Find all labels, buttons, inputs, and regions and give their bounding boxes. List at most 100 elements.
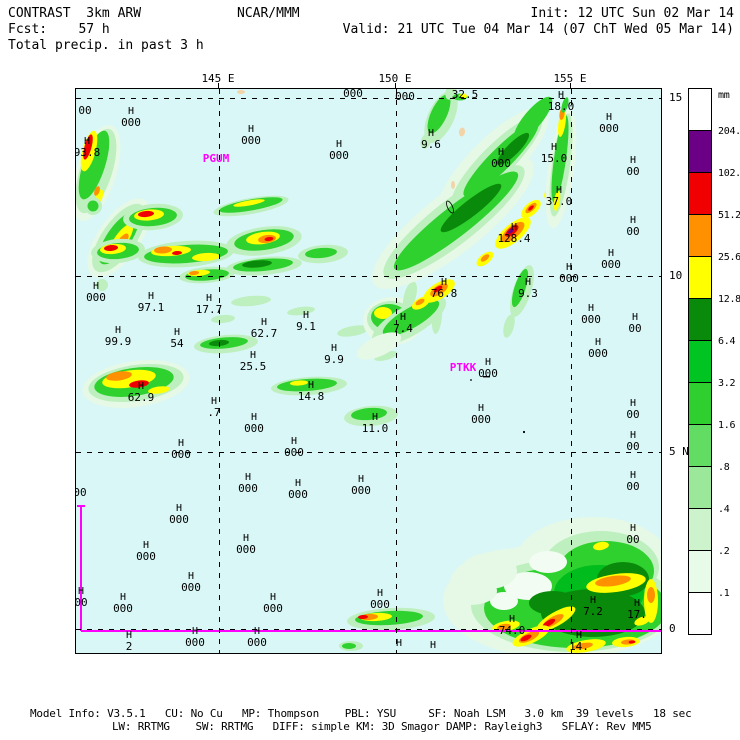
init-time: Init: 12 UTC Sun 02 Mar 14 [530, 6, 735, 21]
product-title: Total precip. in past 3 h [8, 38, 204, 53]
max-precip-value: 000 [238, 482, 258, 495]
max-precip-value: 9.6 [421, 138, 441, 151]
h-max-marker: H 93.8 [76, 137, 100, 159]
precip-blob [440, 183, 502, 233]
h-max-marker: H 000 [181, 572, 201, 594]
h-max-marker: H 97.1 [138, 292, 165, 314]
max-precip-value: 000 [113, 602, 133, 615]
precip-blob [351, 407, 387, 421]
h-max-marker: H 74.0 [499, 614, 526, 637]
h-max-marker: H 7.2 [583, 596, 603, 618]
precip-blob [106, 371, 132, 381]
h-symbol: H [244, 472, 252, 483]
precip-blob [513, 96, 553, 142]
h-max-marker: H 00 [626, 215, 640, 238]
h-symbol: H [191, 626, 199, 637]
h-symbol: H [605, 112, 613, 123]
longitude-label: 155 E [553, 72, 587, 85]
max-precip-value: 00 [626, 225, 640, 238]
precip-blob [342, 643, 356, 649]
h-symbol: H [629, 215, 637, 226]
max-precip-value: 000 [284, 446, 304, 459]
max-precip-value: 76.8 [430, 287, 458, 300]
precip-blob [211, 314, 235, 324]
legend-color-box [688, 298, 712, 341]
legend-threshold-label: .4 [718, 504, 730, 515]
longitude-gridline [396, 89, 397, 653]
latitude-label: 5 N [669, 445, 689, 458]
latitude-gridline [76, 276, 661, 277]
h-symbol: H [607, 248, 615, 259]
h-max-marker: H 000 [478, 358, 498, 380]
h-max-marker: H 000 [247, 627, 267, 649]
h-symbol: H [565, 262, 573, 273]
precip-blob [497, 623, 511, 631]
h-max-marker: 000 [343, 89, 363, 99]
h-symbol: H [335, 139, 343, 150]
h-symbol: H [175, 503, 183, 514]
precipitation-field [76, 89, 661, 653]
h-max-marker: H 76.8 [430, 278, 458, 300]
guam-island-outline [446, 200, 454, 214]
h-max-marker: H 17. [627, 598, 647, 621]
precip-blob [561, 97, 569, 113]
h-symbol: H [508, 614, 516, 625]
h-max-marker: H 14.8 [297, 381, 325, 403]
h-max-marker: H 000 [86, 282, 106, 304]
legend-color-box [688, 172, 712, 215]
h-max-marker: H 000 [113, 593, 133, 615]
max-precip-value: 000 [601, 258, 621, 271]
h-max-marker: H 9.6 [421, 129, 441, 151]
h-max-marker: H 15.0 [541, 143, 568, 165]
h-symbol: H [302, 310, 310, 321]
max-precip-value: 000 [288, 488, 308, 501]
h-max-marker: 32.5 [452, 89, 479, 100]
max-precip-value: 11.0 [361, 422, 389, 435]
longitude-label: 145 E [201, 72, 235, 85]
max-precip-value: 14.8 [297, 390, 325, 403]
max-precip-value: 17. [627, 608, 647, 621]
latitude-gridline [76, 98, 661, 99]
h-symbol: H [477, 403, 485, 414]
h-symbol: H [357, 474, 365, 485]
h-symbol: H [629, 155, 637, 166]
h-max-marker: H 99.9 [105, 326, 132, 348]
precip-blob [337, 325, 369, 337]
h-symbol: H [290, 436, 298, 447]
max-precip-value: 000 [185, 636, 205, 649]
h-symbol: H [524, 277, 532, 288]
h-symbol: H [127, 106, 135, 117]
precip-blob [87, 200, 99, 212]
max-precip-value: 000 [581, 313, 601, 326]
longitude-gridline [571, 89, 572, 653]
h-max-marker: H 000 [588, 338, 608, 360]
max-precip-value: 000 [244, 422, 264, 435]
h-symbol: H [633, 598, 641, 609]
h-max-marker: H 000 [284, 436, 304, 459]
h-symbol: H [242, 533, 250, 544]
precip-blob [542, 618, 556, 628]
precip-blob [415, 298, 425, 306]
legend-threshold-label: .2 [718, 546, 730, 557]
precip-blob [287, 306, 315, 316]
longitude-tick [218, 83, 219, 88]
precip-blob [154, 246, 172, 254]
h-max-marker: H 000 [121, 106, 141, 129]
model-info-line2: LW: RRTMG SW: RRTMG DIFF: simple KM: 3D … [112, 720, 652, 733]
h-symbol: H [269, 592, 277, 603]
longitude-label: 150 E [378, 72, 412, 85]
precip-blob [192, 252, 220, 262]
h-max-marker: H 00 [626, 524, 639, 546]
h-symbol: H [557, 90, 565, 101]
h-max-marker: H 000 [236, 533, 256, 556]
island-marks [237, 90, 526, 434]
h-max-marker: H 00 [628, 313, 641, 335]
max-precip-value: 000 [599, 122, 619, 135]
h-max-marker: H .7 [207, 397, 220, 419]
precip-blob [277, 378, 337, 392]
h-symbol: H [247, 124, 255, 135]
h-symbol: H [294, 478, 302, 489]
h-max-marker: H 18.0 [548, 90, 575, 113]
legend-threshold-label: 3.2 [718, 378, 736, 389]
